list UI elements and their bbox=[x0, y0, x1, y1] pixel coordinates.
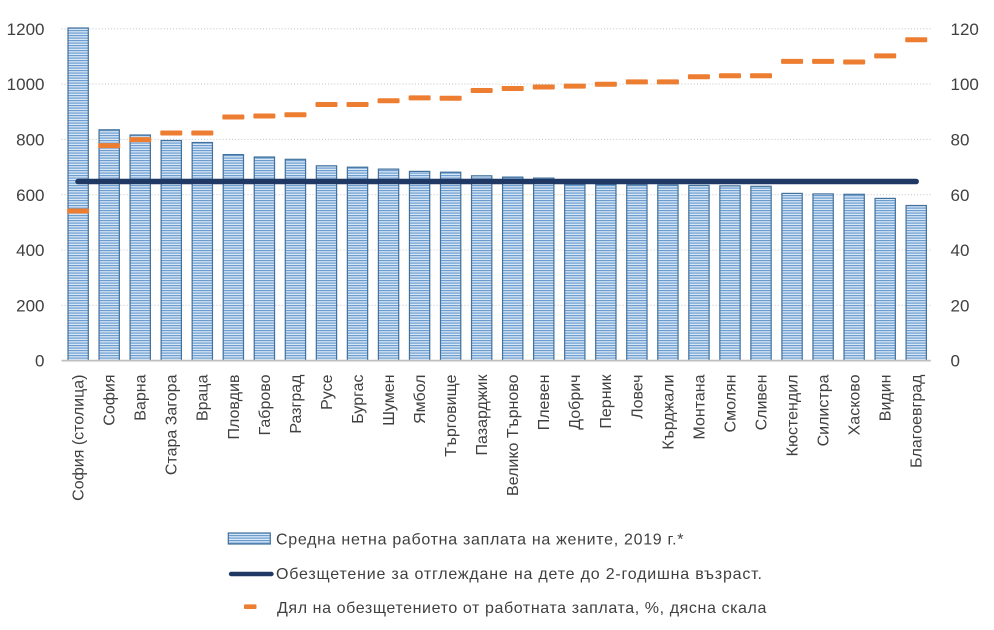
svg-text:Велико Търново: Велико Търново bbox=[505, 374, 522, 496]
svg-text:Габрово: Габрово bbox=[257, 374, 274, 435]
svg-text:Пазарджик: Пазарджик bbox=[474, 374, 491, 456]
svg-text:Варна: Варна bbox=[133, 374, 150, 420]
svg-text:Сливен: Сливен bbox=[753, 375, 770, 431]
svg-text:Търговище: Търговище bbox=[443, 374, 460, 456]
svg-text:Разград: Разград bbox=[288, 374, 305, 434]
svg-text:Плевен: Плевен bbox=[536, 375, 553, 431]
svg-text:80: 80 bbox=[951, 131, 970, 150]
svg-text:0: 0 bbox=[951, 352, 960, 371]
svg-text:Ловеч: Ловеч bbox=[629, 375, 646, 419]
svg-text:20: 20 bbox=[951, 296, 970, 315]
svg-text:1000: 1000 bbox=[7, 75, 45, 94]
svg-text:400: 400 bbox=[16, 241, 44, 260]
svg-text:Силистра: Силистра bbox=[816, 374, 833, 446]
svg-text:Пловдив: Пловдив bbox=[226, 375, 243, 440]
svg-text:Смолян: Смолян bbox=[722, 375, 739, 433]
svg-text:Средна нетна работна заплата н: Средна нетна работна заплата на жените, … bbox=[276, 531, 684, 548]
svg-text:600: 600 bbox=[16, 186, 44, 205]
svg-text:Видин: Видин bbox=[878, 375, 895, 422]
svg-text:40: 40 bbox=[951, 241, 970, 260]
svg-text:0: 0 bbox=[35, 352, 44, 371]
svg-text:Шумен: Шумен bbox=[381, 375, 398, 426]
svg-text:Русе: Русе bbox=[319, 374, 336, 409]
svg-text:100: 100 bbox=[951, 75, 979, 94]
svg-text:200: 200 bbox=[16, 296, 44, 315]
svg-text:Враца: Враца bbox=[195, 374, 212, 421]
svg-text:800: 800 bbox=[16, 131, 44, 150]
svg-text:Кърджали: Кърджали bbox=[660, 375, 677, 450]
svg-text:София (столица): София (столица) bbox=[71, 375, 88, 501]
svg-text:Хасково: Хасково bbox=[847, 374, 864, 435]
svg-text:60: 60 bbox=[951, 186, 970, 205]
svg-text:Благоевград: Благоевград bbox=[909, 374, 926, 468]
svg-text:120: 120 bbox=[951, 20, 979, 39]
svg-text:1200: 1200 bbox=[7, 20, 45, 39]
svg-text:Дял на обезщетението от работн: Дял на обезщетението от работната заплат… bbox=[277, 600, 767, 617]
svg-text:Стара Загора: Стара Загора bbox=[164, 374, 181, 475]
svg-text:Бургас: Бургас bbox=[350, 375, 367, 424]
svg-text:София: София bbox=[102, 375, 119, 426]
svg-text:Ямбол: Ямбол bbox=[412, 375, 429, 424]
svg-text:Кюстендил: Кюстендил bbox=[784, 375, 801, 457]
svg-text:Перник: Перник bbox=[598, 374, 615, 429]
svg-text:Добрич: Добрич bbox=[567, 375, 584, 430]
svg-text:Обезщетение за отглеждане на д: Обезщетение за отглеждане на дете до 2-г… bbox=[276, 566, 763, 583]
svg-text:Монтана: Монтана bbox=[691, 374, 708, 439]
